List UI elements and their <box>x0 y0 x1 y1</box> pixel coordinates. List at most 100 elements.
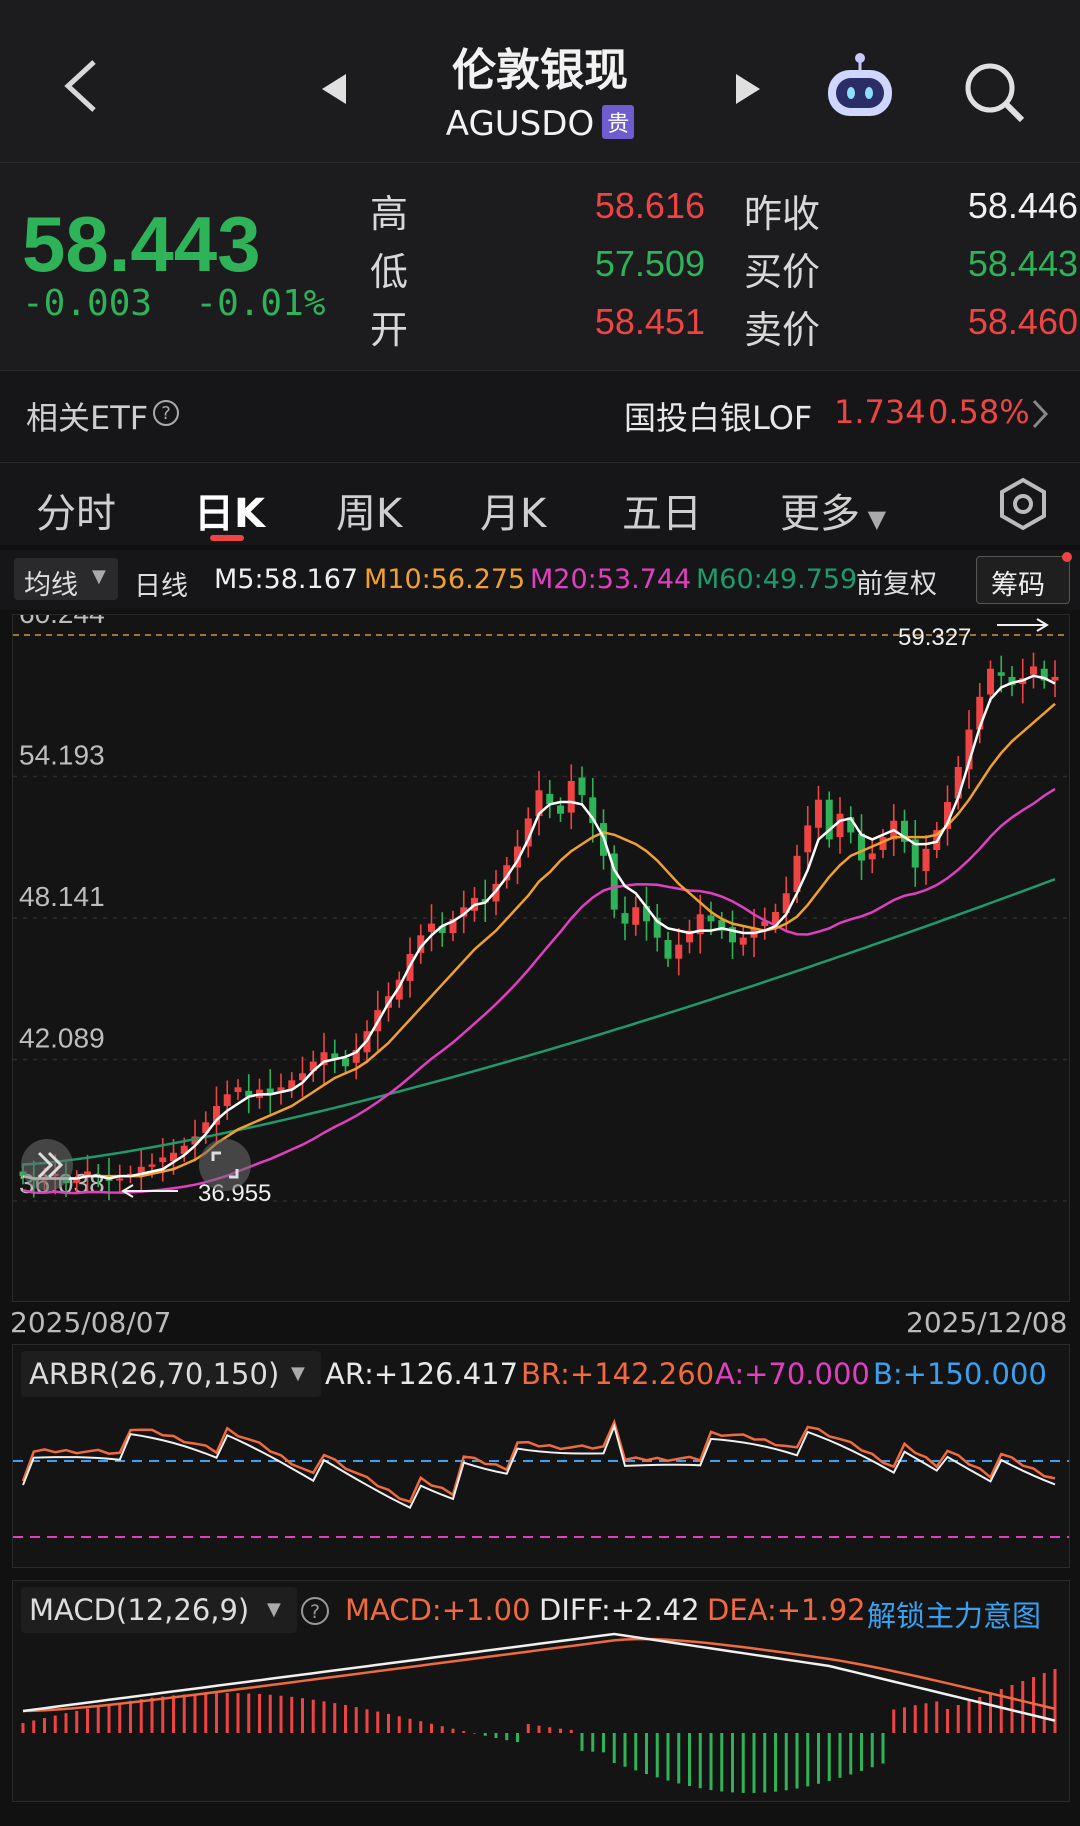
unlock-link[interactable]: 解锁主力意图 <box>867 1599 1042 1633</box>
tab-daily-k[interactable]: 日K <box>194 491 265 537</box>
macd-bar-positive <box>215 1693 218 1733</box>
macd-value: MACD:+1.00 <box>345 1593 531 1627</box>
m5-value: M5:58.167 <box>214 564 359 595</box>
price-chart-pane[interactable]: 60.24454.19348.14142.08936.03859.32736.9… <box>12 598 1070 1302</box>
macd-bar-positive <box>526 1723 530 1733</box>
candle-down <box>911 839 919 868</box>
fullscreen-button <box>199 1139 251 1191</box>
candle-up <box>739 937 747 945</box>
tab-monthly-k[interactable]: 月K <box>480 491 547 537</box>
adjust-label[interactable]: 前复权 <box>856 569 937 600</box>
caret-down-icon: ▼ <box>267 1599 281 1620</box>
high-label: 高 <box>370 192 409 236</box>
help-icon[interactable]: ? <box>152 399 180 427</box>
candle-up <box>567 781 575 813</box>
next-symbol-icon[interactable] <box>734 72 764 106</box>
symbol-code: AGUSDO 贵 <box>0 104 1080 144</box>
high-value: 58.616 <box>594 185 705 226</box>
candle-up <box>815 799 822 828</box>
candle-down <box>589 797 597 824</box>
candle-up <box>395 979 403 1000</box>
macd-bar-negative <box>774 1733 777 1792</box>
candle-up <box>686 930 693 943</box>
start-date: 2025/08/07 <box>10 1306 172 1339</box>
price-change: -0.003 -0.01% <box>22 283 325 324</box>
macd-bar-positive <box>193 1693 197 1733</box>
candle-up <box>73 1178 81 1184</box>
macd-bar-negative <box>784 1733 788 1791</box>
macd-bar-positive <box>236 1693 240 1733</box>
open-value: 58.451 <box>594 301 705 342</box>
candle-up <box>352 1049 360 1063</box>
etf-name: 国投白银LOF <box>624 399 813 437</box>
tab-intraday[interactable]: 分时 <box>36 491 116 537</box>
macd-bar-positive <box>462 1731 466 1733</box>
candle-up <box>503 865 511 881</box>
macd-bar-positive <box>999 1689 1003 1733</box>
macd-bar-negative <box>720 1733 724 1792</box>
candle-up <box>213 1106 220 1125</box>
back-icon[interactable] <box>58 58 102 114</box>
macd-bar-negative <box>741 1733 745 1793</box>
ma-dropdown[interactable]: 均线 ▼ <box>14 558 118 601</box>
tab-five-day[interactable]: 五日 <box>622 491 702 537</box>
top-bar: 伦敦银现 AGUSDO 贵 <box>0 0 1080 162</box>
candle-down <box>557 805 564 814</box>
macd-bar-positive <box>129 1700 132 1733</box>
low-value: 57.509 <box>594 243 705 284</box>
search-icon[interactable] <box>962 60 1028 126</box>
macd-bar-positive <box>204 1693 208 1733</box>
ma20-line <box>22 787 1056 1195</box>
change-percent: -0.01% <box>195 283 326 324</box>
macd-bar-positive <box>311 1699 315 1733</box>
candle-up <box>191 1136 199 1145</box>
chips-button[interactable]: 筹码 <box>976 556 1070 604</box>
macd-bar-negative <box>473 1733 476 1734</box>
macd-bar-positive <box>32 1720 36 1733</box>
prev-symbol-icon[interactable] <box>318 72 348 106</box>
ma60-line <box>22 878 1056 1166</box>
macd-bar-negative <box>881 1733 885 1764</box>
macd-bar-positive <box>397 1716 401 1733</box>
macd-bar-positive <box>258 1694 261 1733</box>
candle-down <box>653 917 661 938</box>
arbr-dropdown[interactable]: ARBR(26,70,150) ▼ <box>21 1351 321 1397</box>
m10-value: M10:56.275 <box>364 564 526 595</box>
help-icon[interactable]: ? <box>299 1595 331 1627</box>
macd-bar-positive <box>430 1723 433 1733</box>
settings-hex-icon[interactable] <box>996 477 1050 531</box>
macd-bar-positive <box>903 1707 906 1733</box>
macd-bar-negative <box>655 1733 659 1778</box>
active-tab-indicator <box>210 535 244 541</box>
tab-weekly-k[interactable]: 周K <box>336 491 403 537</box>
candle-up <box>309 1061 317 1071</box>
macd-bar-positive <box>344 1705 347 1733</box>
macd-chart <box>21 1632 1057 1793</box>
page-title: 伦敦银现 <box>452 45 628 96</box>
candle-down <box>266 1088 274 1095</box>
macd-bar-positive <box>182 1694 186 1733</box>
macd-bar-positive <box>935 1701 939 1733</box>
macd-dropdown[interactable]: MACD(12,26,9) ▼ <box>21 1587 297 1633</box>
ask-label: 卖价 <box>744 308 821 352</box>
quote-panel: 58.443 -0.003 -0.01% 高 低 开 58.616 57.509… <box>0 162 1080 371</box>
m60-value: M60:49.759 <box>696 564 858 595</box>
ma5-line <box>22 674 1056 1180</box>
candle-up <box>170 1152 177 1161</box>
macd-bar-positive <box>1053 1669 1057 1733</box>
candle-down <box>438 925 446 933</box>
candle-up <box>1030 666 1037 675</box>
macd-bar-negative <box>752 1733 756 1793</box>
macd-bar-negative <box>795 1733 799 1789</box>
etf-label: 相关ETF <box>26 399 149 437</box>
related-etf-row[interactable]: 相关ETF ? 国投白银LOF 1.734 0.58% <box>0 370 1080 461</box>
macd-bar-negative <box>731 1733 734 1793</box>
macd-bar-positive <box>537 1725 541 1733</box>
macd-bar-positive <box>956 1705 960 1733</box>
macd-bar-positive <box>376 1711 380 1733</box>
tab-more[interactable]: 更多 ▼ <box>780 481 886 539</box>
macd-bar-negative <box>666 1733 670 1781</box>
macd-bar-positive <box>1032 1677 1035 1733</box>
robot-assistant-icon[interactable] <box>822 50 898 122</box>
diff-line <box>22 1632 1056 1722</box>
